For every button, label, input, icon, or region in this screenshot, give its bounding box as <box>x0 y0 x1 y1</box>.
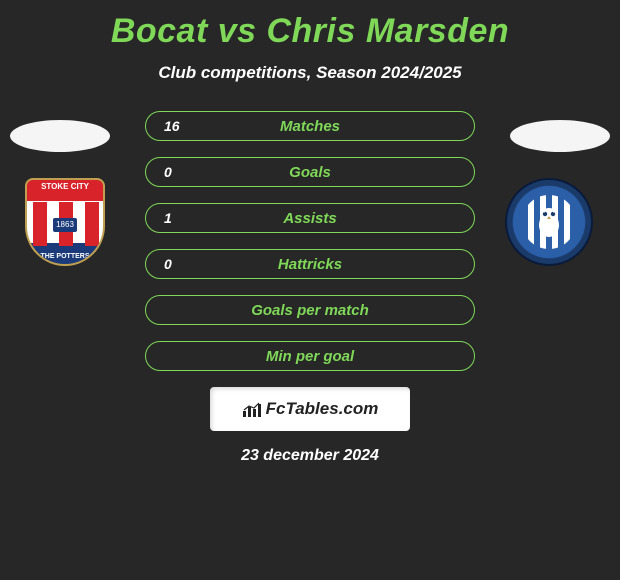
stat-label: Hattricks <box>146 256 474 273</box>
stat-left-value: 1 <box>164 210 172 226</box>
left-player-photo <box>10 120 110 152</box>
brand-text: FcTables.com <box>266 399 379 419</box>
stoke-bottom-text: THE POTTERS <box>27 253 103 260</box>
stat-row-min-per-goal: Min per goal <box>145 341 475 371</box>
stat-left-value: 0 <box>164 164 172 180</box>
stoke-top-text: STOKE CITY <box>27 182 103 191</box>
brand-badge: FcTables.com <box>210 387 410 431</box>
sheffield-wednesday-crest <box>505 178 593 266</box>
stat-row-matches: 16 Matches <box>145 111 475 141</box>
stat-label: Goals <box>146 164 474 181</box>
left-club-badge: STOKE CITY 1863 THE POTTERS <box>25 178 115 266</box>
stoke-city-crest: STOKE CITY 1863 THE POTTERS <box>25 178 105 266</box>
page-subtitle: Club competitions, Season 2024/2025 <box>0 63 620 83</box>
stat-label: Matches <box>146 118 474 135</box>
stat-row-hattricks: 0 Hattricks <box>145 249 475 279</box>
stats-container: 16 Matches 0 Goals 1 Assists 0 Hattricks… <box>145 111 475 371</box>
chart-icon <box>242 401 262 417</box>
stat-label: Goals per match <box>146 302 474 319</box>
stat-label: Min per goal <box>146 348 474 365</box>
stat-row-goals: 0 Goals <box>145 157 475 187</box>
stat-left-value: 0 <box>164 256 172 272</box>
stat-row-assists: 1 Assists <box>145 203 475 233</box>
stoke-year: 1863 <box>53 218 77 232</box>
stat-left-value: 16 <box>164 118 180 134</box>
owl-icon <box>534 205 564 239</box>
page-title: Bocat vs Chris Marsden <box>0 0 620 51</box>
right-player-photo <box>510 120 610 152</box>
stat-row-goals-per-match: Goals per match <box>145 295 475 325</box>
footer-date: 23 december 2024 <box>0 447 620 465</box>
stat-label: Assists <box>146 210 474 227</box>
right-club-badge <box>505 178 595 266</box>
